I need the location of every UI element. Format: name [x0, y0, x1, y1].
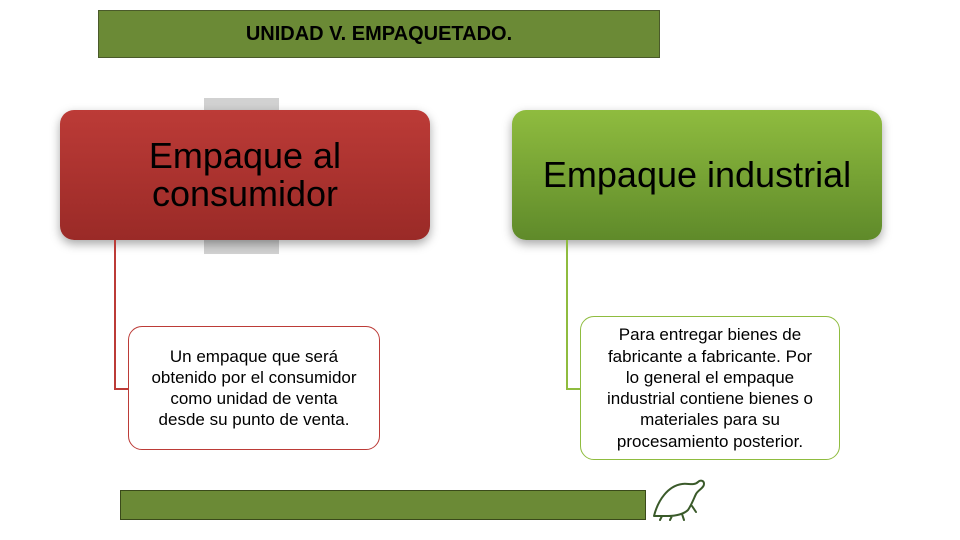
connector-v-industrial [566, 240, 568, 390]
card-consumer-title: Empaque al consumidor [78, 137, 412, 213]
card-industrial-title: Empaque industrial [543, 156, 851, 194]
desc-industrial: Para entregar bienes de fabricante a fab… [580, 316, 840, 460]
card-consumer: Empaque al consumidor [60, 110, 430, 240]
horse-icon [648, 472, 710, 522]
desc-consumer-text: Un empaque que será obtenido por el cons… [149, 346, 359, 431]
title-bar: UNIDAD V. EMPAQUETADO. [98, 10, 660, 58]
title-text: UNIDAD V. EMPAQUETADO. [246, 23, 512, 46]
connector-v-consumer [114, 240, 116, 390]
footer-bar [120, 490, 646, 520]
card-industrial: Empaque industrial [512, 110, 882, 240]
desc-industrial-text: Para entregar bienes de fabricante a fab… [601, 324, 819, 452]
slide-stage: UNIDAD V. EMPAQUETADO. Empaque al consum… [0, 0, 960, 540]
desc-consumer: Un empaque que será obtenido por el cons… [128, 326, 380, 450]
